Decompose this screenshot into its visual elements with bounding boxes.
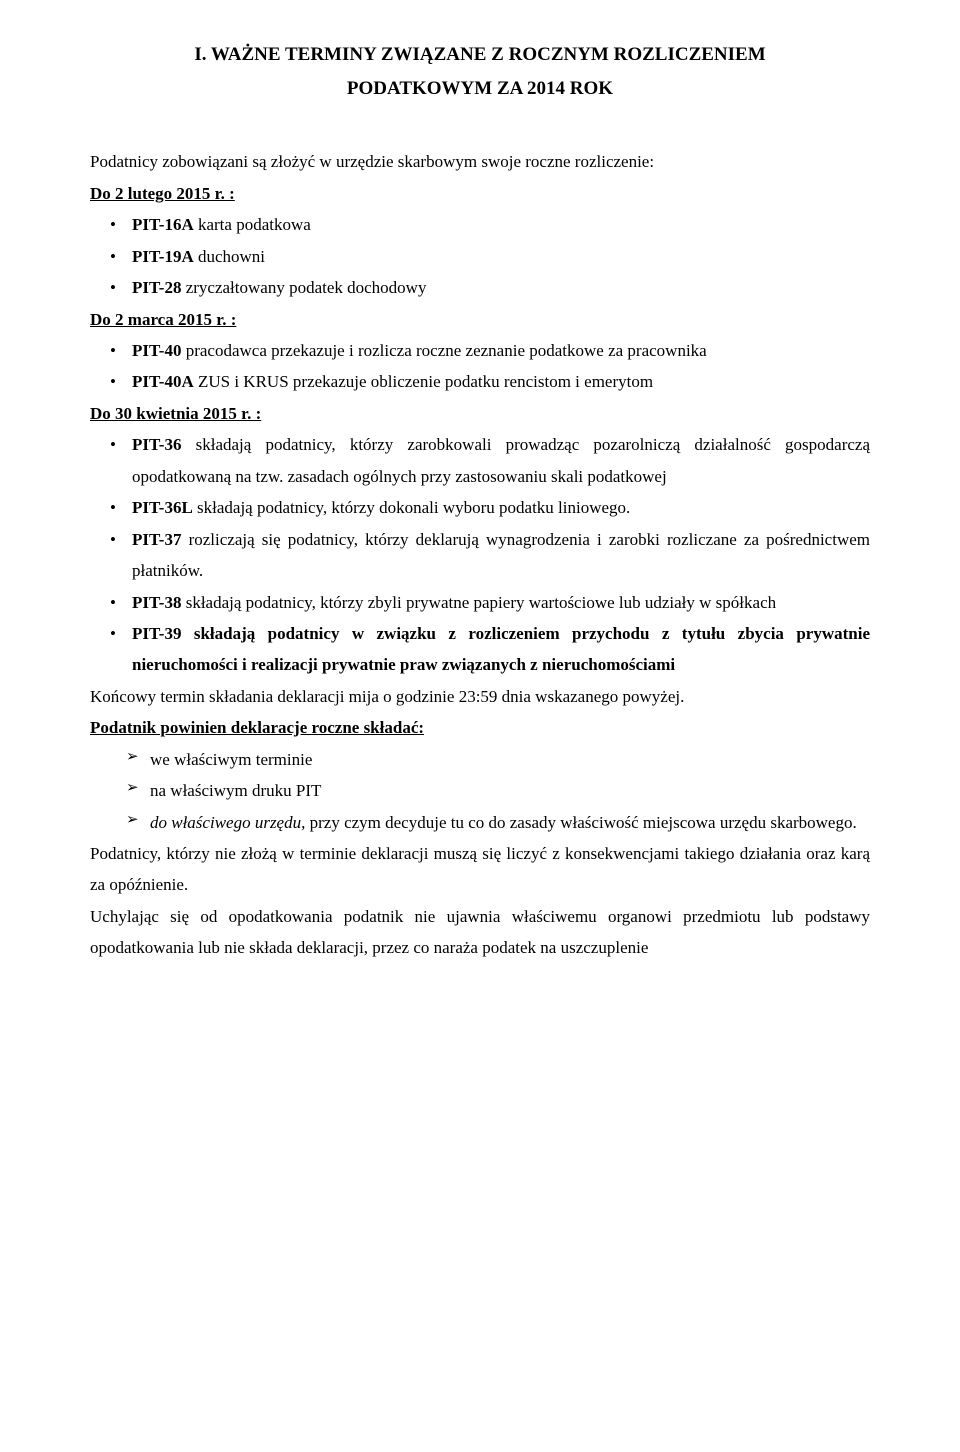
- pit-desc: składają podatnicy, którzy zbyli prywatn…: [181, 593, 776, 612]
- list-item: PIT-19A duchowni: [90, 241, 870, 272]
- pit-code: PIT-40A: [132, 372, 194, 391]
- should-submit-heading: Podatnik powinien deklaracje roczne skła…: [90, 712, 870, 743]
- pit-code: PIT-36: [132, 435, 181, 454]
- list-item: PIT-28 zryczałtowany podatek dochodowy: [90, 272, 870, 303]
- pit-desc: duchowni: [194, 247, 265, 266]
- pit-code: PIT-39 składają podatnicy w związku z ro…: [132, 624, 870, 674]
- list-item: PIT-37 rozliczają się podatnicy, którzy …: [90, 524, 870, 587]
- list-item: do właściwego urzędu, przy czym decyduje…: [90, 807, 870, 838]
- req-prefix: do właściwego urzędu: [150, 813, 301, 832]
- deadline-1-heading: Do 2 lutego 2015 r. :: [90, 178, 870, 209]
- pit-code: PIT-28: [132, 278, 181, 297]
- pit-desc: karta podatkowa: [194, 215, 311, 234]
- document-title: I. WAŻNE TERMINY ZWIĄZANE Z ROCZNYM ROZL…: [90, 38, 870, 106]
- footer-paragraph-2: Uchylając się od opodatkowania podatnik …: [90, 901, 870, 964]
- title-line-1: I. WAŻNE TERMINY ZWIĄZANE Z ROCZNYM ROZL…: [194, 44, 765, 65]
- pit-desc: zryczałtowany podatek dochodowy: [181, 278, 426, 297]
- pit-code: PIT-40: [132, 341, 181, 360]
- list-item: PIT-40A ZUS i KRUS przekazuje obliczenie…: [90, 366, 870, 397]
- list-item: we właściwym terminie: [90, 744, 870, 775]
- pit-code: PIT-19A: [132, 247, 194, 266]
- pit-code: PIT-37: [132, 530, 181, 549]
- footer-paragraph-1: Podatnicy, którzy nie złożą w terminie d…: [90, 838, 870, 901]
- list-item: PIT-38 składają podatnicy, którzy zbyli …: [90, 587, 870, 618]
- pit-code: PIT-16A: [132, 215, 194, 234]
- req-text: we właściwym terminie: [150, 750, 312, 769]
- req-rest: , przy czym decyduje tu co do zasady wła…: [301, 813, 857, 832]
- pit-desc: składają podatnicy, którzy dokonali wybo…: [193, 498, 631, 517]
- title-line-2: PODATKOWYM ZA 2014 ROK: [347, 78, 613, 99]
- pit-code: PIT-38: [132, 593, 181, 612]
- deadline-2-heading: Do 2 marca 2015 r. :: [90, 304, 870, 335]
- intro-paragraph: Podatnicy zobowiązani są złożyć w urzędz…: [90, 146, 870, 177]
- list-item: PIT-39 składają podatnicy w związku z ro…: [90, 618, 870, 681]
- list-item: na właściwym druku PIT: [90, 775, 870, 806]
- final-deadline-note: Końcowy termin składania deklaracji mija…: [90, 681, 870, 712]
- pit-desc: rozliczają się podatnicy, którzy deklaru…: [132, 530, 870, 580]
- list-item: PIT-36 składają podatnicy, którzy zarobk…: [90, 429, 870, 492]
- submit-requirements-list: we właściwym terminie na właściwym druku…: [90, 744, 870, 838]
- list-item: PIT-36L składają podatnicy, którzy dokon…: [90, 492, 870, 523]
- pit-desc: ZUS i KRUS przekazuje obliczenie podatku…: [194, 372, 653, 391]
- pit-desc: składają podatnicy, którzy zarobkowali p…: [132, 435, 870, 485]
- deadline-1-list: PIT-16A karta podatkowa PIT-19A duchowni…: [90, 209, 870, 303]
- pit-code: PIT-36L: [132, 498, 193, 517]
- pit-desc: pracodawca przekazuje i rozlicza roczne …: [181, 341, 706, 360]
- deadline-3-list: PIT-36 składają podatnicy, którzy zarobk…: [90, 429, 870, 681]
- list-item: PIT-16A karta podatkowa: [90, 209, 870, 240]
- list-item: PIT-40 pracodawca przekazuje i rozlicza …: [90, 335, 870, 366]
- req-text: na właściwym druku PIT: [150, 781, 321, 800]
- deadline-3-heading: Do 30 kwietnia 2015 r. :: [90, 398, 870, 429]
- deadline-2-list: PIT-40 pracodawca przekazuje i rozlicza …: [90, 335, 870, 398]
